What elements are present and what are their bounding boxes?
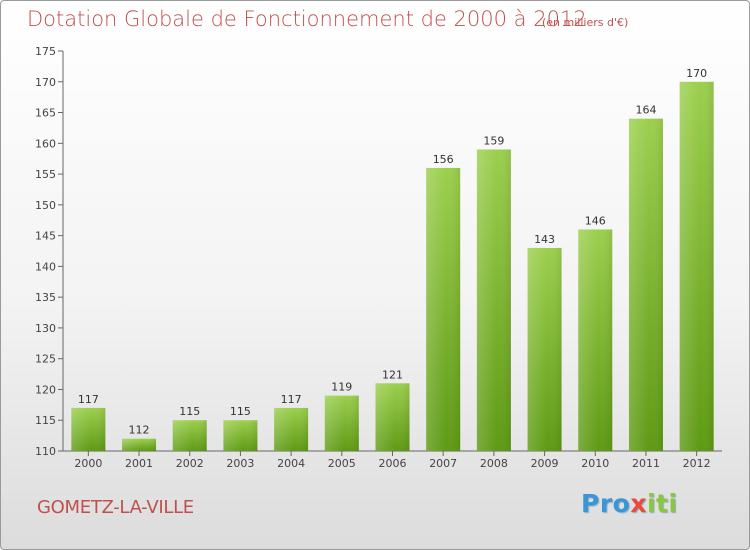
bar-shade [527, 247, 562, 451]
x-tick-label: 2012 [683, 457, 711, 470]
data-label: 117 [78, 393, 99, 406]
y-tick-label: 150 [35, 199, 56, 212]
proxiti-logo: Proxiti [581, 489, 678, 518]
x-axis: 2000 2001 2002 2003 2004 2005 2006 2007 2008 2009… [63, 450, 722, 470]
x-tick-label: 2005 [328, 457, 356, 470]
y-tick-label: 110 [35, 445, 56, 458]
y-tick-label: 175 [35, 45, 56, 58]
chart-title: Dotation Globale de Fonctionnement de 20… [27, 7, 587, 31]
x-tick-label: 2009 [531, 457, 559, 470]
bar-shade [274, 407, 309, 451]
x-tick-label: 2001 [125, 457, 153, 470]
bar-shade [172, 420, 207, 451]
data-label: 117 [281, 393, 302, 406]
y-tick-label: 155 [35, 168, 56, 181]
bar-shade [324, 395, 359, 451]
data-label: 159 [483, 134, 504, 147]
y-tick-label: 125 [35, 353, 56, 366]
x-tick-label: 2004 [277, 457, 305, 470]
y-tick-label: 120 [35, 383, 56, 396]
bar-shade [578, 229, 613, 451]
x-tick-label: 2006 [379, 457, 407, 470]
y-tick-label: 160 [35, 137, 56, 150]
y-tick-label: 145 [35, 230, 56, 243]
chart-subtitle: (en milliers d'€) [542, 16, 629, 29]
bar-shade [375, 383, 410, 451]
y-tick-label: 165 [35, 107, 56, 120]
x-tick-label: 2007 [429, 457, 457, 470]
data-label: 115 [179, 405, 200, 418]
x-tick-label: 2002 [176, 457, 204, 470]
data-label: 156 [433, 153, 454, 166]
data-label: 143 [534, 233, 555, 246]
y-axis: 110 115 120 125 130 135 140 145 150 155 160 165 170 1… [35, 45, 64, 458]
x-tick-label: 2003 [226, 457, 254, 470]
data-label: 146 [585, 214, 606, 227]
y-tick-label: 140 [35, 260, 56, 273]
y-tick-label: 135 [35, 291, 56, 304]
bar-shade [426, 167, 461, 451]
x-tick-label: 2011 [632, 457, 660, 470]
y-tick-label: 170 [35, 76, 56, 89]
data-label: 121 [382, 368, 403, 381]
x-tick-label: 2000 [74, 457, 102, 470]
bar-shade [476, 149, 511, 451]
bar-shade [122, 438, 157, 451]
y-tick-label: 130 [35, 322, 56, 335]
data-label: 170 [686, 67, 707, 80]
bar-shade [628, 118, 663, 451]
x-tick-label: 2010 [581, 457, 609, 470]
bars [71, 81, 714, 452]
data-labels: 117 112 115 115 117 119 121 156 159 143 146 164 170 [78, 67, 707, 437]
data-label: 119 [331, 381, 352, 394]
data-label: 115 [230, 405, 251, 418]
bar-shade [223, 420, 258, 451]
y-tick-label: 115 [35, 414, 56, 427]
data-label: 112 [129, 424, 150, 437]
x-tick-label: 2008 [480, 457, 508, 470]
data-label: 164 [635, 104, 656, 117]
bar-shade [71, 407, 106, 451]
commune-name: GOMETZ-LA-VILLE [37, 497, 194, 518]
bar-shade [679, 81, 714, 452]
